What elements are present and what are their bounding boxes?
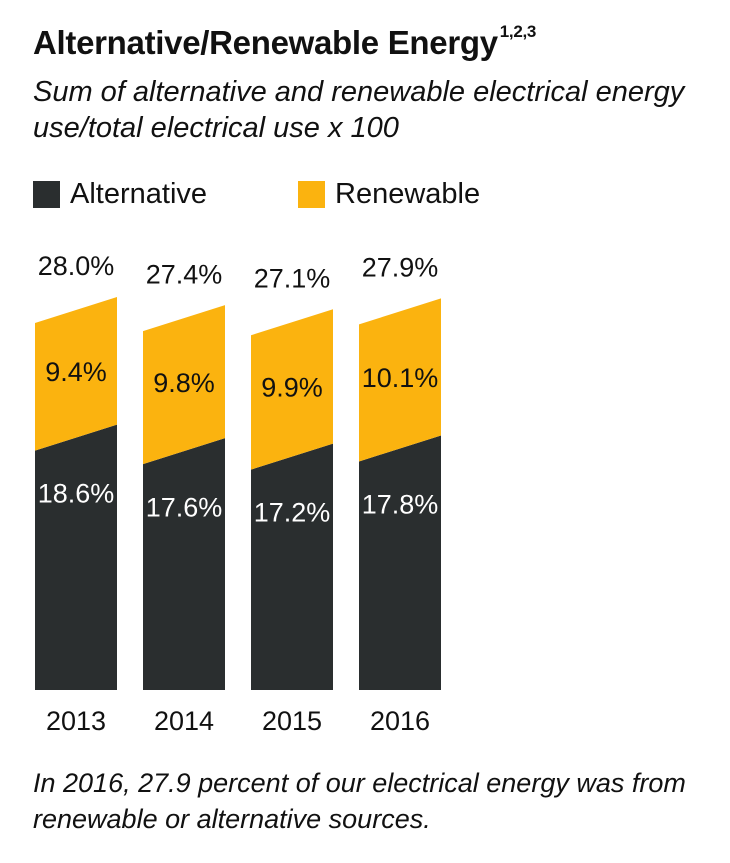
data-label-total-2015: 27.1% (254, 263, 331, 293)
legend-swatch-alternative (33, 181, 60, 208)
bar-segment-renewable-2013 (35, 297, 117, 451)
chart-title: Alternative/Renewable Energy 1,2,3 (33, 22, 536, 62)
x-tick-label-2016: 2016 (370, 706, 430, 736)
title-footnote-marker: 1,2,3 (499, 22, 537, 41)
data-label-renewable-2014: 9.8% (153, 368, 215, 398)
data-label-renewable-2015: 9.9% (261, 373, 323, 403)
bar-segment-alternative-2016 (359, 435, 441, 690)
chart-subtitle: Sum of alternative and renewable electri… (33, 76, 685, 144)
data-label-renewable-2016: 10.1% (362, 363, 439, 393)
data-label-total-2013: 28.0% (38, 251, 115, 281)
bar-segment-alternative-2013 (35, 424, 117, 690)
stacked-bar-chart: 18.6% 9.4% 28.0% 2013 17.6% 9.8% 27.4% 2014 17.2… (35, 251, 441, 736)
data-label-alternative-2014: 17.6% (146, 492, 223, 522)
bar-segment-renewable-2014 (143, 305, 225, 465)
bar-segment-alternative-2014 (143, 438, 225, 690)
x-tick-label-2013: 2013 (46, 706, 106, 736)
data-label-alternative-2016: 17.8% (362, 490, 439, 520)
x-tick-label-2015: 2015 (262, 706, 322, 736)
legend-label-alternative: Alternative (70, 178, 208, 210)
data-label-alternative-2015: 17.2% (254, 498, 331, 528)
chart-footnote: In 2016, 27.9 percent of our electrical … (33, 768, 686, 834)
data-label-total-2016: 27.9% (362, 253, 439, 283)
legend-label-renewable: Renewable (335, 178, 481, 210)
x-tick-label-2014: 2014 (154, 706, 214, 736)
bar-segment-renewable-2016 (359, 298, 441, 462)
data-label-renewable-2013: 9.4% (45, 357, 107, 387)
data-label-alternative-2013: 18.6% (38, 479, 115, 509)
bar-segment-alternative-2015 (251, 443, 333, 690)
chart-title-text: Alternative/Renewable Energy (33, 24, 498, 61)
bar-segment-renewable-2015 (251, 309, 333, 470)
data-label-total-2014: 27.4% (146, 259, 223, 289)
legend-swatch-renewable (298, 181, 325, 208)
